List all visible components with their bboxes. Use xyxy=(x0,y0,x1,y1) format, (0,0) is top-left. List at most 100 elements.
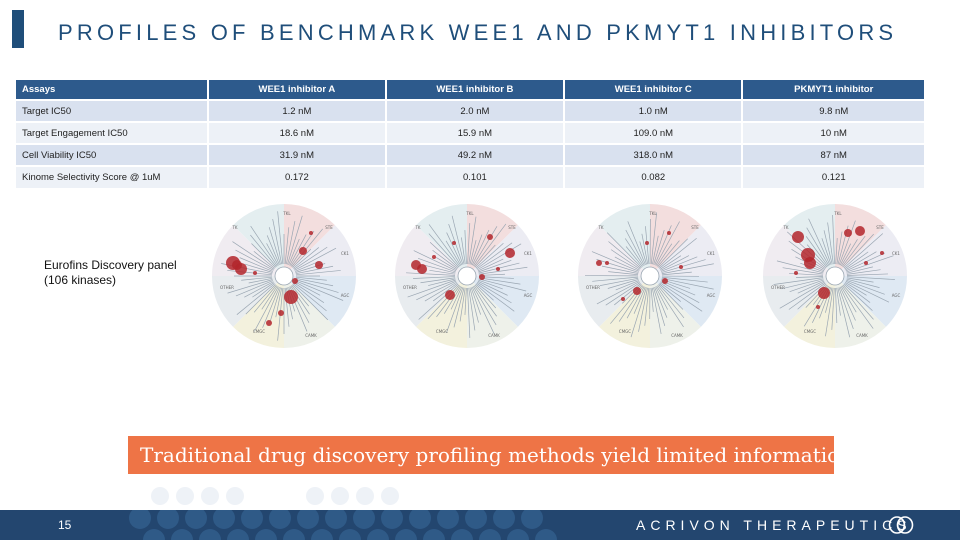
kinase-hit-dot xyxy=(804,257,816,269)
kinome-tree-wee1-inhibitor-b: TKL STE CK1 AGC CAMK CMGC OTHER TK xyxy=(395,204,539,348)
assay-table: Assays WEE1 inhibitor A WEE1 inhibitor B… xyxy=(16,80,926,188)
kinome-group-label: CK1 xyxy=(707,251,715,256)
kinase-hit-dot xyxy=(667,231,671,235)
kinase-hit-dot xyxy=(315,261,323,269)
kinome-group-label: CAMK xyxy=(856,333,868,338)
kinome-tree-wee1-inhibitor-a: TKL STE CK1 AGC CAMK CMGC OTHER TK xyxy=(212,204,356,348)
kinome-group-label: STE xyxy=(691,225,699,230)
kinase-hit-dot xyxy=(452,241,456,245)
kinome-tree-pkmyt1-inhibitor: TKL STE CK1 AGC CAMK CMGC OTHER TK xyxy=(763,204,907,348)
kinome-group-label: TK xyxy=(782,225,788,230)
column-header: PKMYT1 inhibitor xyxy=(742,80,926,100)
table-cell: 87 nM xyxy=(742,143,926,166)
kinome-group-label: TKL xyxy=(833,211,842,216)
kinome-group-label: CMGC xyxy=(619,329,631,334)
kinome-tree-wee1-inhibitor-c: TKL STE CK1 AGC CAMK CMGC OTHER TK xyxy=(578,204,722,348)
kinase-hit-dot xyxy=(496,267,500,271)
table-cell: Kinome Selectivity Score @ 1uM xyxy=(16,165,209,188)
kinome-group-label: CMGC xyxy=(253,329,265,334)
table-cell: 31.9 nM xyxy=(208,143,387,166)
table-cell: Target Engagement IC50 xyxy=(16,121,209,144)
kinase-hit-dot xyxy=(880,251,884,255)
table-cell: 10 nM xyxy=(742,121,926,144)
kinase-hit-dot xyxy=(679,265,683,269)
kinase-hit-dot xyxy=(605,261,609,265)
company-name: ACRIVON THERAPEUTICS xyxy=(636,517,912,533)
kinase-hit-dot xyxy=(487,234,493,240)
kinase-hit-dot xyxy=(284,290,298,304)
page-number: 15 xyxy=(58,518,72,532)
kinase-hit-dot xyxy=(633,287,641,295)
kinase-hit-dot xyxy=(794,271,798,275)
kinome-group-label: TKL xyxy=(648,211,657,216)
kinome-group-label: CK1 xyxy=(341,251,349,256)
table-row: Target Engagement IC50 18.6 nM 15.9 nM 1… xyxy=(16,121,926,144)
kinase-hit-dot xyxy=(844,229,852,237)
slide-title: PROFILES OF BENCHMARK WEE1 AND PKMYT1 IN… xyxy=(58,20,898,45)
kinase-hit-dot xyxy=(299,247,307,255)
kinase-hit-dot xyxy=(253,271,257,275)
kinome-group-label: STE xyxy=(876,225,884,230)
panel-caption-line: (106 kinases) xyxy=(44,273,117,287)
kinome-group-label: CMGC xyxy=(436,329,448,334)
kinome-group-label: TKL xyxy=(282,211,291,216)
kinome-group-label: AGC xyxy=(892,293,901,298)
kinase-hit-dot xyxy=(266,320,272,326)
kinase-hit-dot xyxy=(278,310,284,316)
column-header: WEE1 inhibitor B xyxy=(385,80,566,100)
table-row: Kinome Selectivity Score @ 1uM 0.172 0.1… xyxy=(16,165,926,188)
table-cell: 0.121 xyxy=(742,165,926,188)
company-logo-icon xyxy=(888,516,914,534)
kinome-group-label: OTHER xyxy=(220,285,234,290)
decorative-dots xyxy=(151,487,399,505)
footer-decorative-dots xyxy=(129,510,557,540)
kinase-hit-dot xyxy=(645,241,649,245)
column-header: Assays xyxy=(16,80,209,100)
kinase-hit-dot xyxy=(792,231,804,243)
kinase-hit-dot xyxy=(864,261,868,265)
table-cell: 0.101 xyxy=(385,165,566,188)
kinome-group-label: TK xyxy=(231,225,237,230)
table-cell: 0.172 xyxy=(208,165,387,188)
kinase-hit-dot xyxy=(818,287,830,299)
footer-bar: 15 ACRIVON THERAPEUTICS xyxy=(0,510,960,540)
kinase-hit-dot xyxy=(816,305,820,309)
kinase-hit-dot xyxy=(309,231,313,235)
table-row: Target IC50 1.2 nM 2.0 nM 1.0 nM 9.8 nM xyxy=(16,99,926,122)
kinase-hit-dot xyxy=(855,226,865,236)
kinase-hit-dot xyxy=(621,297,625,301)
column-header: WEE1 inhibitor C xyxy=(564,80,744,100)
table-cell: 15.9 nM xyxy=(385,121,566,144)
kinome-group-label: TK xyxy=(597,225,603,230)
kinome-group-label: AGC xyxy=(524,293,533,298)
table-cell: 49.2 nM xyxy=(385,143,566,166)
kinome-group-label: OTHER xyxy=(403,285,417,290)
kinome-group-label: STE xyxy=(508,225,516,230)
conclusion-banner: Traditional drug discovery profiling met… xyxy=(128,436,834,474)
kinome-group-label: CAMK xyxy=(305,333,317,338)
kinase-hit-dot xyxy=(232,260,242,270)
table-cell: 9.8 nM xyxy=(742,99,926,122)
table-row: Cell Viability IC50 31.9 nM 49.2 nM 318.… xyxy=(16,143,926,166)
kinome-group-label: CK1 xyxy=(892,251,900,256)
kinome-group-label: CMGC xyxy=(804,329,816,334)
kinase-hit-dot xyxy=(417,264,427,274)
kinase-hit-dot xyxy=(596,260,602,266)
kinome-group-label: AGC xyxy=(341,293,350,298)
kinome-group-label: AGC xyxy=(707,293,716,298)
table-cell: 1.0 nM xyxy=(564,99,744,122)
kinome-group-label: OTHER xyxy=(771,285,785,290)
kinase-hit-dot xyxy=(479,274,485,280)
table-cell: 2.0 nM xyxy=(385,99,566,122)
kinome-group-label: CAMK xyxy=(671,333,683,338)
table-header-row: Assays WEE1 inhibitor A WEE1 inhibitor B… xyxy=(16,80,926,100)
kinase-hit-dot xyxy=(662,278,668,284)
table-cell: Cell Viability IC50 xyxy=(16,143,209,166)
kinome-group-label: OTHER xyxy=(586,285,600,290)
panel-caption: Eurofins Discovery panel (106 kinases) xyxy=(44,258,177,288)
table-cell: 318.0 nM xyxy=(564,143,744,166)
table-cell: Target IC50 xyxy=(16,99,209,122)
table-cell: 1.2 nM xyxy=(208,99,387,122)
column-header: WEE1 inhibitor A xyxy=(208,80,387,100)
kinome-group-label: TK xyxy=(414,225,420,230)
